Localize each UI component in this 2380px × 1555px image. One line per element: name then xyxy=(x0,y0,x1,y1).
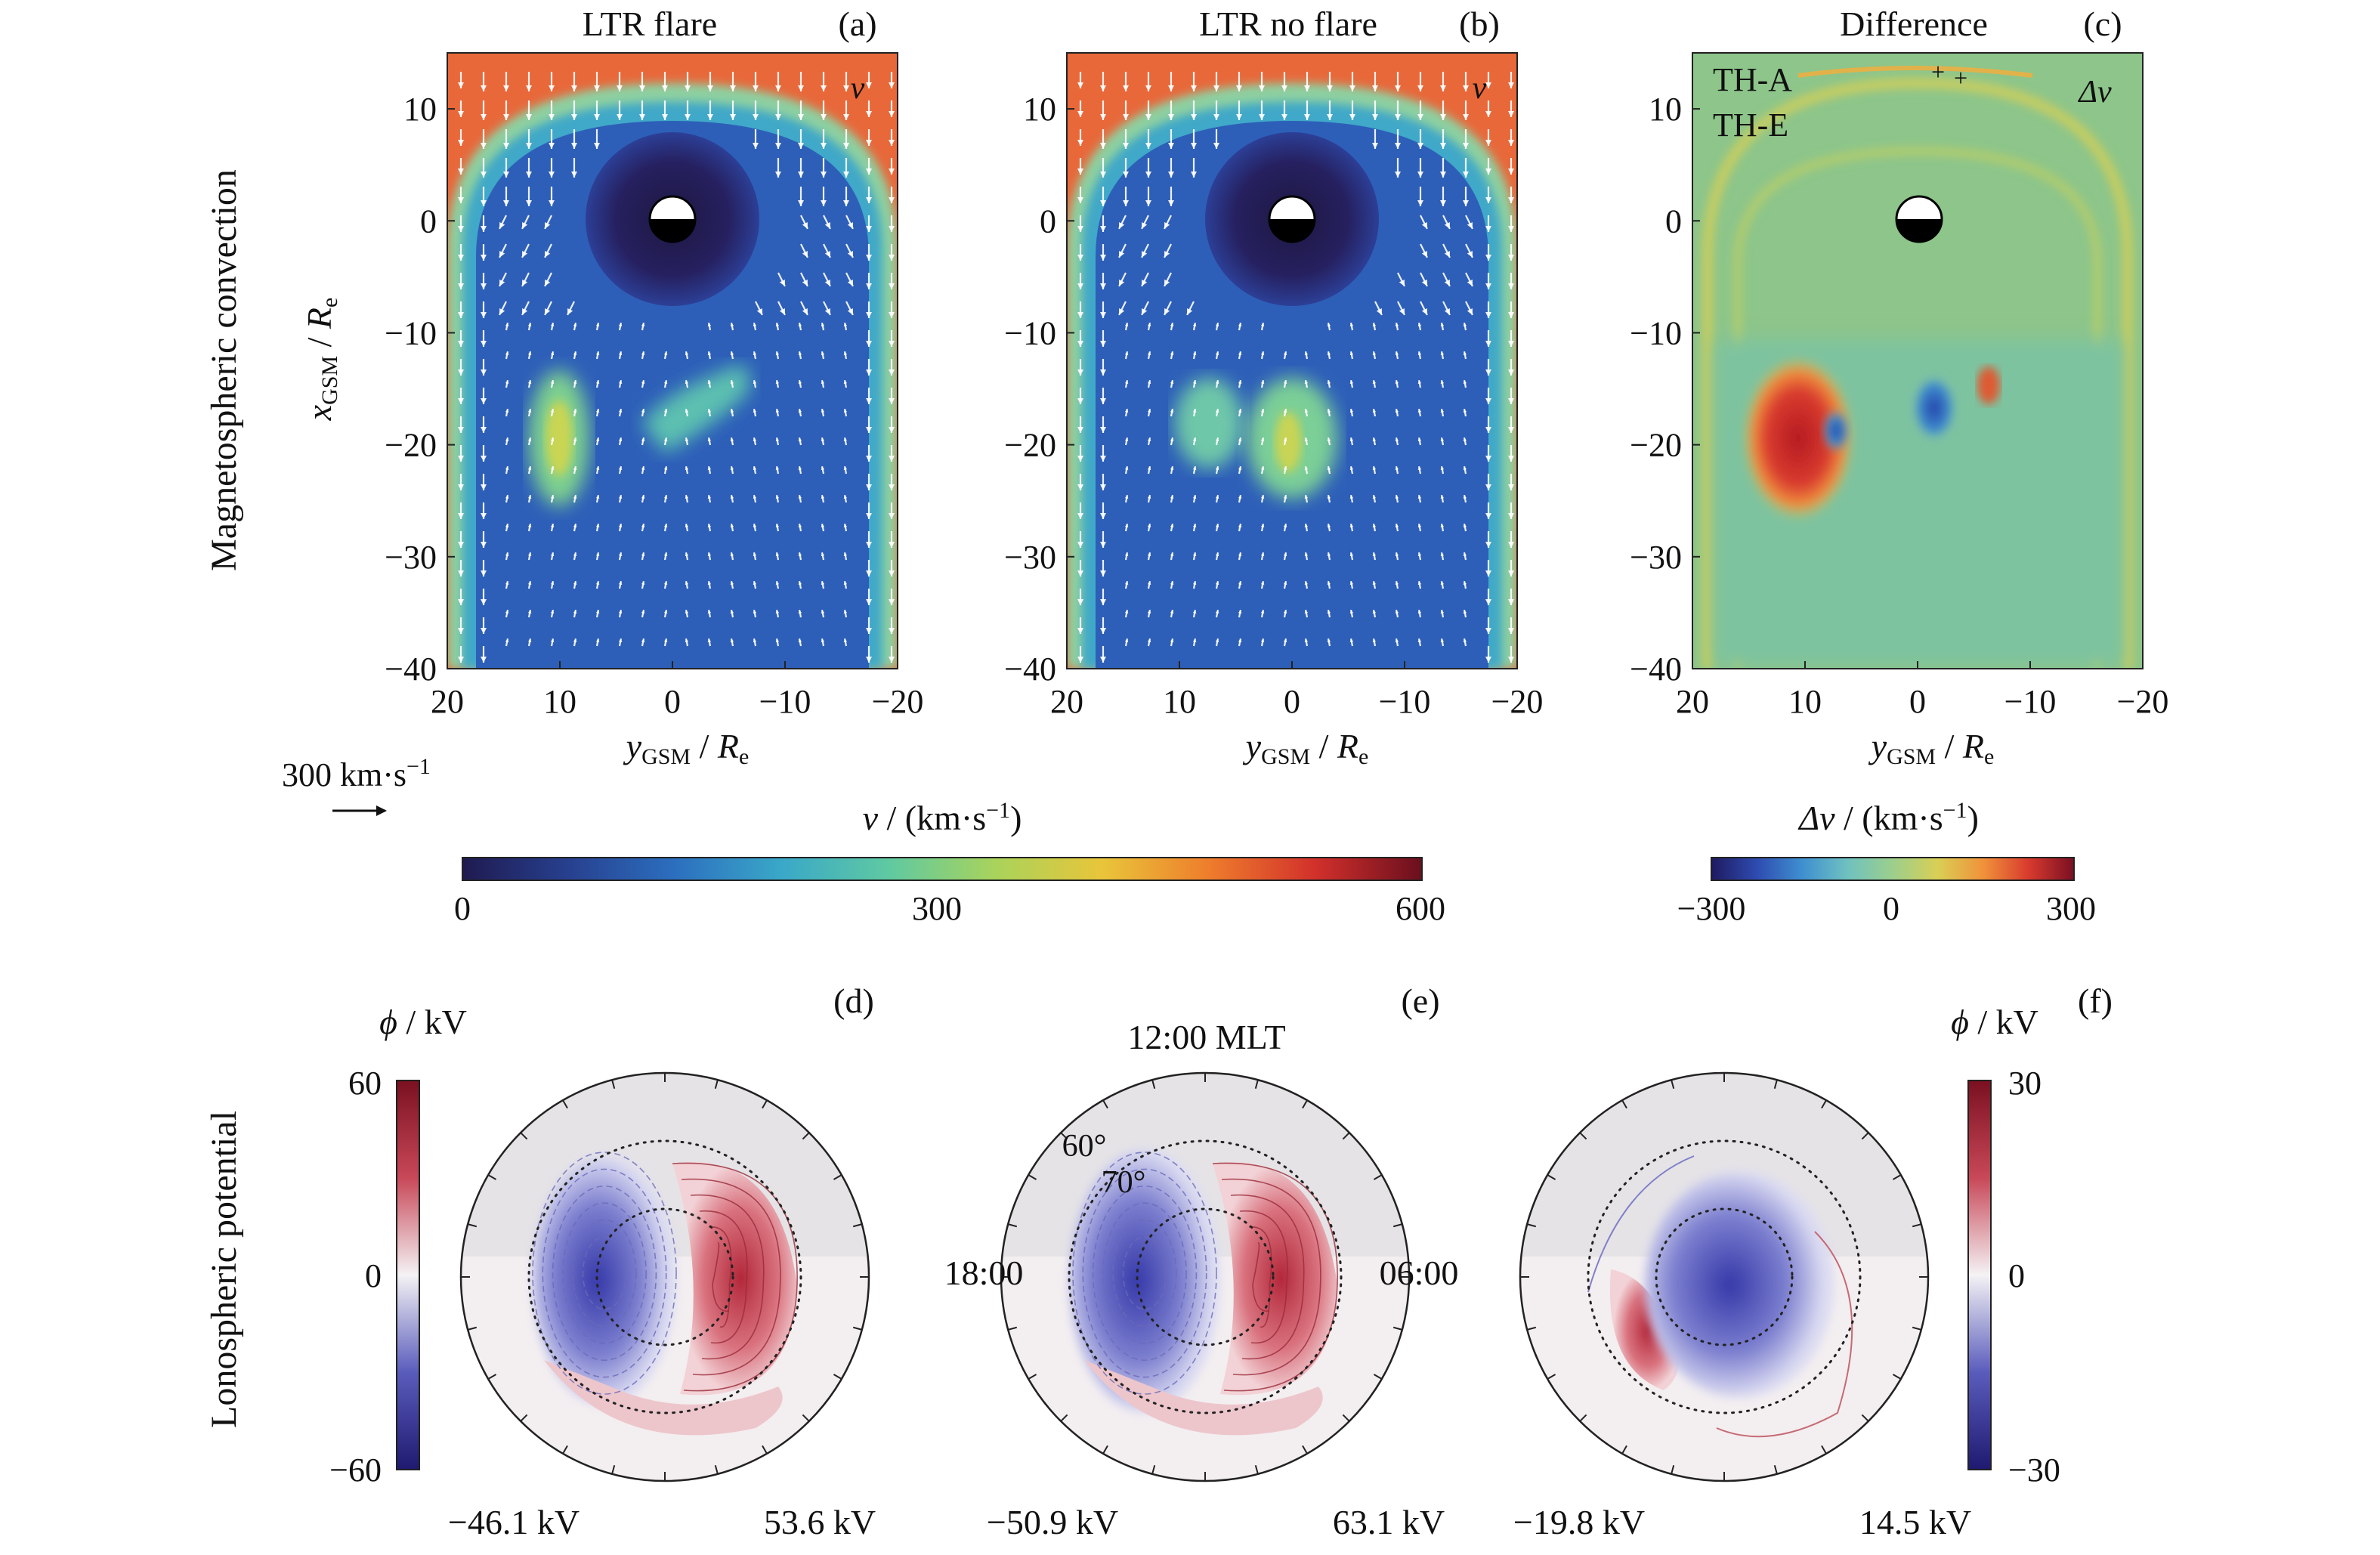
y-tick: −40 xyxy=(1630,651,1682,688)
y-tick: −20 xyxy=(385,427,437,464)
x-axis-label: yGSM / Re xyxy=(1868,727,1995,769)
svg-text:Δv / (km·s−1): Δv / (km·s−1) xyxy=(1797,798,1979,837)
x-axis-label: yGSM / Re xyxy=(623,727,750,769)
panel-letter: (c) xyxy=(2083,5,2122,43)
polar-panel-f xyxy=(1519,1071,1930,1482)
legend-tha: TH-A xyxy=(1713,61,1792,98)
y-tick: −10 xyxy=(385,314,437,351)
x-tick: −10 xyxy=(759,683,811,720)
tick: 600 xyxy=(1396,890,1445,927)
y-tick: 0 xyxy=(420,202,437,240)
colorbar-dv: Δv / (km·s−1) −300 0 300 xyxy=(1677,798,2096,927)
panel-letter: (d) xyxy=(833,982,874,1020)
dawn-label: 06:00 xyxy=(1380,1254,1459,1292)
panel-var: v xyxy=(851,71,865,106)
x-tick: 0 xyxy=(1909,683,1926,720)
panel-a: LTR flare (a) v xyxy=(447,5,898,669)
panel-letter: (a) xyxy=(838,5,876,43)
side-label-top: Magnetospheric convection xyxy=(204,169,244,571)
earth-icon xyxy=(1895,195,1943,243)
x-tick: −10 xyxy=(1379,683,1431,720)
y-tick: −20 xyxy=(1004,427,1056,464)
svg-text:v / (km·s−1): v / (km·s−1) xyxy=(863,798,1022,837)
svg-text:−30: −30 xyxy=(2008,1451,2060,1489)
x-tick: 0 xyxy=(664,683,681,720)
y-tick: −20 xyxy=(1630,427,1682,464)
phi-colorbar-right: ϕ / kV 30 0 −30 xyxy=(1951,1003,2060,1489)
dusk-label: 18:00 xyxy=(944,1254,1024,1292)
min-value: −50.9 kV xyxy=(987,1503,1118,1541)
y-tick: −10 xyxy=(1630,314,1682,351)
svg-text:ϕ / kV: ϕ / kV xyxy=(1951,1003,2038,1041)
panel-c: + + TH-A TH-E Difference (c) Δv xyxy=(1692,5,2144,669)
svg-text:0: 0 xyxy=(2008,1257,2025,1294)
y-tick: −40 xyxy=(1004,651,1056,688)
x-tick: 10 xyxy=(543,683,576,720)
min-value: −46.1 kV xyxy=(448,1503,580,1541)
lat70-label: 70° xyxy=(1102,1165,1146,1200)
panel-title: LTR no flare xyxy=(1199,5,1377,43)
x-tick: 20 xyxy=(431,683,464,720)
max-value: 63.1 kV xyxy=(1333,1503,1445,1541)
panel-letter: (e) xyxy=(1401,982,1439,1020)
panel-title: LTR flare xyxy=(583,5,717,43)
panel-var: Δv xyxy=(2077,75,2112,110)
legend-the: TH-E xyxy=(1713,107,1788,144)
y-tick: −10 xyxy=(1004,314,1056,351)
panel-b: LTR no flare (b) v xyxy=(1066,5,1518,669)
x-tick: −20 xyxy=(872,683,924,720)
y-tick: 10 xyxy=(1649,91,1682,128)
min-value: −19.8 kV xyxy=(1513,1503,1645,1541)
tick: 300 xyxy=(2046,890,2096,927)
svg-text:300 km·s−1: 300 km·s−1 xyxy=(282,754,431,793)
panel-letter: (b) xyxy=(1459,5,1500,43)
colorbar-v: v / (km·s−1) 0 300 600 xyxy=(454,798,1445,927)
x-tick: 0 xyxy=(1284,683,1300,720)
x-tick: −10 xyxy=(2004,683,2057,720)
svg-text:30: 30 xyxy=(2008,1065,2042,1102)
y-tick: −30 xyxy=(385,539,437,576)
y-tick: −30 xyxy=(1630,539,1682,576)
earth-icon xyxy=(1268,195,1316,243)
x-tick: 20 xyxy=(1676,683,1709,720)
svg-text:60: 60 xyxy=(348,1065,382,1102)
y-tick: 10 xyxy=(1023,91,1056,128)
x-tick: 20 xyxy=(1050,683,1083,720)
y-tick: 0 xyxy=(1040,202,1056,240)
y-tick: −40 xyxy=(385,651,437,688)
arrow-scale: 300 km·s−1 xyxy=(282,754,431,816)
phi-colorbar-left: ϕ / kV 60 0 −60 xyxy=(329,1003,467,1489)
x-tick: 10 xyxy=(1788,683,1822,720)
x-tick: −20 xyxy=(2117,683,2169,720)
svg-text:0: 0 xyxy=(365,1257,382,1294)
panel-letter: (f) xyxy=(2078,982,2113,1020)
x-tick: −20 xyxy=(1491,683,1544,720)
tick: 0 xyxy=(1883,890,1899,927)
side-label-bottom: Lonospheric potential xyxy=(204,1111,244,1428)
tick: 300 xyxy=(912,890,962,927)
svg-text:+: + xyxy=(1931,58,1945,85)
panel-var: v xyxy=(1473,71,1487,106)
y-axis-label: xGSM / Re xyxy=(300,298,342,422)
lat60-label: 60° xyxy=(1062,1129,1107,1164)
tick: 0 xyxy=(454,890,471,927)
panel-title: Difference xyxy=(1840,5,1988,43)
max-value: 14.5 kV xyxy=(1859,1503,1971,1541)
max-value: 53.6 kV xyxy=(764,1503,876,1541)
svg-text:+: + xyxy=(1954,64,1967,91)
tick: −300 xyxy=(1677,890,1746,927)
x-tick: 10 xyxy=(1163,683,1196,720)
y-tick: −30 xyxy=(1004,539,1056,576)
polar-panel-d xyxy=(459,1071,870,1482)
noon-label: 12:00 MLT xyxy=(1127,1018,1285,1056)
y-tick: 0 xyxy=(1665,202,1682,240)
y-tick: 10 xyxy=(403,91,437,128)
svg-text:ϕ / kV: ϕ / kV xyxy=(379,1003,467,1041)
x-axis-label: yGSM / Re xyxy=(1243,727,1369,769)
earth-icon xyxy=(648,195,697,243)
svg-text:−60: −60 xyxy=(329,1451,382,1489)
